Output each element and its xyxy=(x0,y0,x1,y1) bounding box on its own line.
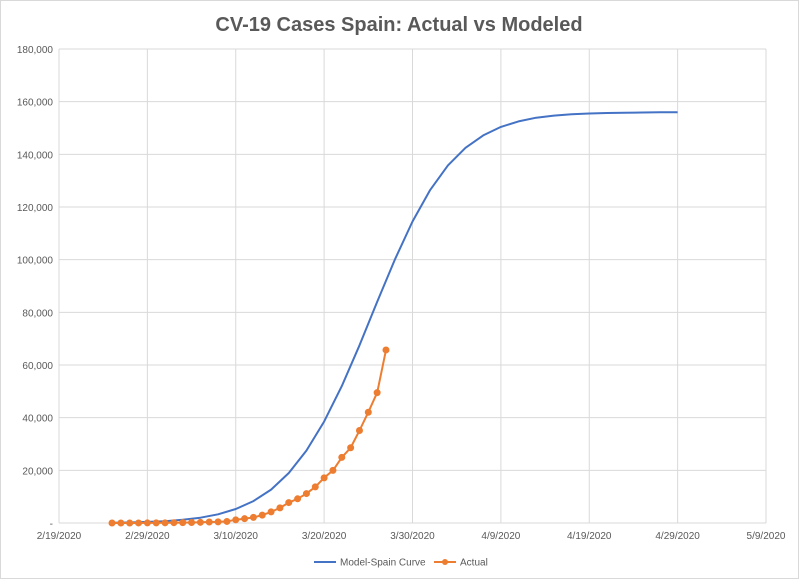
chart-title: CV-19 Cases Spain: Actual vs Modeled xyxy=(215,14,582,36)
data-point-actual xyxy=(382,346,390,354)
legend-marker-actual xyxy=(442,559,448,565)
data-point-actual xyxy=(196,518,204,526)
x-tick-label: 3/10/2020 xyxy=(214,531,259,542)
legend-label-actual: Actual xyxy=(460,558,488,569)
data-point-actual xyxy=(152,519,160,527)
legend: Model-Spain Curve Actual xyxy=(314,558,488,569)
data-point-actual xyxy=(311,483,319,491)
data-point-actual xyxy=(241,515,249,523)
data-point-actual xyxy=(179,519,187,527)
y-tick-label: 100,000 xyxy=(17,256,54,267)
y-tick-label: 160,000 xyxy=(17,98,54,109)
data-point-actual xyxy=(143,519,151,527)
legend-label-model-spain-curve: Model-Spain Curve xyxy=(340,558,426,569)
data-point-actual xyxy=(126,519,134,527)
data-point-actual xyxy=(161,519,169,527)
data-point-actual xyxy=(285,499,293,507)
data-point-actual xyxy=(135,519,143,527)
data-point-actual xyxy=(355,426,363,434)
actual-markers xyxy=(108,346,390,527)
x-tick-label: 5/9/2020 xyxy=(747,531,786,542)
data-point-actual xyxy=(249,513,257,521)
data-point-actual xyxy=(276,504,284,512)
data-point-actual xyxy=(205,518,213,526)
y-tick-label: 80,000 xyxy=(22,308,53,319)
x-tick-label: 3/20/2020 xyxy=(302,531,347,542)
data-point-actual xyxy=(232,516,240,524)
series-line-actual xyxy=(112,349,387,524)
y-tick-label: 140,000 xyxy=(17,150,54,161)
data-point-actual xyxy=(117,519,125,527)
y-tick-label: 20,000 xyxy=(22,466,53,477)
x-axis-ticks: 2/19/2020 2/29/2020 3/10/2020 3/20/2020 3/30… xyxy=(37,531,786,542)
data-point-actual xyxy=(338,453,346,461)
x-tick-label: 3/30/2020 xyxy=(390,531,435,542)
y-tick-label: 120,000 xyxy=(17,203,54,214)
data-point-actual xyxy=(320,474,328,482)
data-point-actual xyxy=(294,495,302,503)
y-tick-label: 60,000 xyxy=(22,361,53,372)
data-point-actual xyxy=(329,466,337,474)
data-point-actual xyxy=(347,444,355,452)
data-point-actual xyxy=(214,518,222,526)
data-point-actual xyxy=(223,517,231,525)
data-point-actual xyxy=(258,511,266,519)
data-point-actual xyxy=(364,408,372,416)
data-point-actual xyxy=(302,490,310,498)
y-axis-ticks: - 20,000 40,000 60,000 80,000 100,000 120,000 1… xyxy=(17,45,54,530)
y-tick-label: 40,000 xyxy=(22,414,53,425)
data-point-actual xyxy=(188,518,196,526)
x-tick-label: 4/29/2020 xyxy=(655,531,700,542)
data-point-actual xyxy=(170,519,178,527)
data-point-actual xyxy=(267,508,275,516)
x-tick-label: 4/19/2020 xyxy=(567,531,612,542)
series-line-model-spain-curve xyxy=(111,111,678,524)
x-tick-label: 4/9/2020 xyxy=(481,531,520,542)
series-lines xyxy=(111,111,678,524)
x-tick-label: 2/19/2020 xyxy=(37,531,82,542)
x-tick-label: 2/29/2020 xyxy=(125,531,170,542)
y-tick-label: 180,000 xyxy=(17,45,54,56)
data-point-actual xyxy=(108,519,116,527)
gridlines xyxy=(58,48,767,524)
y-tick-label: - xyxy=(50,519,53,530)
data-point-actual xyxy=(373,389,381,397)
